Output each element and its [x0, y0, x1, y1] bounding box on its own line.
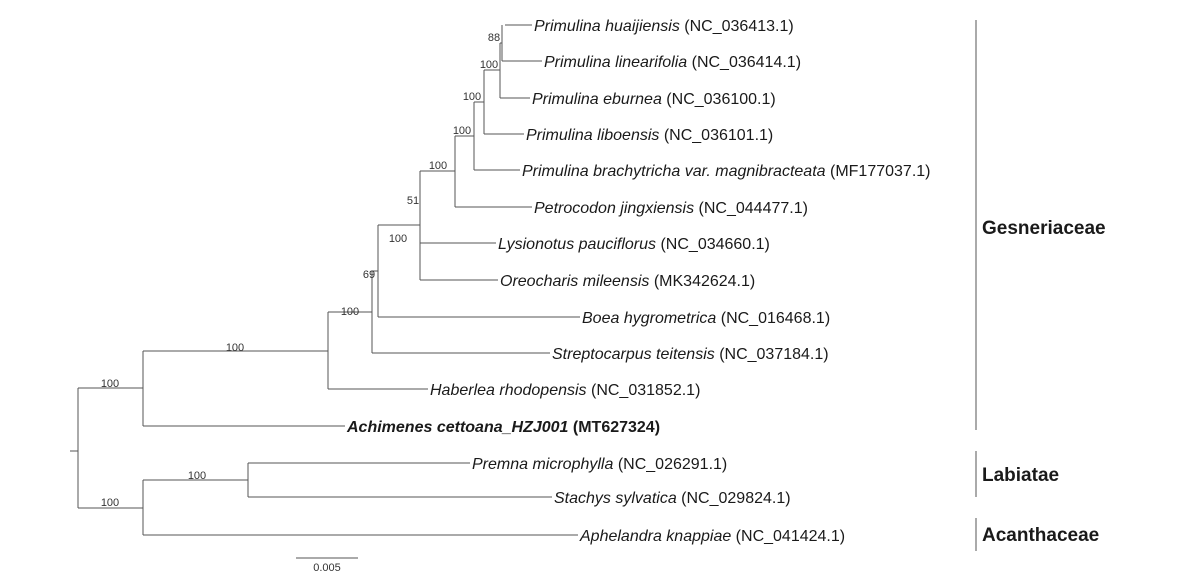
accession-number: (MT627324) — [568, 419, 660, 436]
tip-label: Aphelandra knappiae (NC_041424.1) — [579, 528, 845, 545]
accession-number: (NC_036101.1) — [659, 127, 773, 144]
species-name: Primulina liboensis — [526, 127, 659, 144]
tip-label: Premna microphylla (NC_026291.1) — [472, 456, 727, 473]
tip-label: Petrocodon jingxiensis (NC_044477.1) — [534, 200, 808, 217]
tip-label: Achimenes cettoana_HZJ001 (MT627324) — [346, 419, 660, 436]
tip-label: Primulina linearifolia (NC_036414.1) — [544, 54, 801, 71]
tip-label: Streptocarpus teitensis (NC_037184.1) — [552, 346, 829, 363]
accession-number: (NC_016468.1) — [716, 310, 830, 327]
tip-label: Primulina liboensis (NC_036101.1) — [526, 127, 773, 144]
tip-label: Stachys sylvatica (NC_029824.1) — [554, 490, 791, 507]
accession-number: (NC_036414.1) — [687, 54, 801, 71]
tip-label: Primulina huaijiensis (NC_036413.1) — [534, 18, 794, 35]
species-name: Boea hygrometrica — [582, 310, 716, 327]
species-name: Petrocodon jingxiensis — [534, 200, 694, 217]
support-value: 100 — [429, 160, 447, 172]
species-name: Stachys sylvatica — [554, 490, 677, 507]
support-value: 51 — [407, 195, 419, 207]
species-name: Aphelandra knappiae — [579, 528, 731, 545]
support-values: 88 100 100 100 100 51 100 69 100 100 100 100 100 — [101, 32, 500, 509]
accession-number: (NC_031852.1) — [587, 382, 701, 399]
accession-number: (NC_037184.1) — [715, 346, 829, 363]
support-value: 88 — [488, 32, 500, 44]
support-value: 100 — [463, 91, 481, 103]
support-value: 100 — [453, 125, 471, 137]
accession-number: (MF177037.1) — [826, 163, 931, 180]
support-value: 100 — [101, 378, 119, 390]
support-value: 100 — [101, 497, 119, 509]
scale-bar-label: 0.005 — [313, 562, 341, 574]
clade-name: Acanthaceae — [982, 525, 1099, 546]
accession-number: (MK342624.1) — [649, 273, 755, 290]
scale-bar: 0.005 — [296, 557, 358, 574]
species-name: Primulina brachytricha var. magnibractea… — [522, 163, 826, 180]
species-name: Oreocharis mileensis — [500, 273, 649, 290]
species-name: Streptocarpus teitensis — [552, 346, 715, 363]
clade-name: Gesneriaceae — [982, 218, 1106, 239]
species-name: Primulina linearifolia — [544, 54, 687, 71]
species-name: Lysionotus pauciflorus — [498, 236, 656, 253]
tip-label: Lysionotus pauciflorus (NC_034660.1) — [498, 236, 770, 253]
support-value: 100 — [188, 470, 206, 482]
tree-branches — [70, 24, 580, 536]
tip-label: Boea hygrometrica (NC_016468.1) — [582, 310, 830, 327]
species-name: Primulina huaijiensis — [534, 18, 680, 35]
accession-number: (NC_034660.1) — [656, 236, 770, 253]
tip-label: Primulina brachytricha var. magnibractea… — [522, 163, 930, 180]
species-name: Achimenes cettoana_HZJ001 — [346, 419, 569, 436]
accession-number: (NC_036100.1) — [662, 91, 776, 108]
clade-name: Labiatae — [982, 465, 1059, 486]
accession-number: (NC_044477.1) — [694, 200, 808, 217]
clade-annotations: Gesneriaceae Labiatae Acanthaceae — [975, 20, 1106, 551]
support-value: 100 — [226, 342, 244, 354]
accession-number: (NC_036413.1) — [680, 18, 794, 35]
support-value: 100 — [480, 59, 498, 71]
support-value: 100 — [341, 306, 359, 318]
support-value: 100 — [389, 233, 407, 245]
species-name: Primulina eburnea — [532, 91, 662, 108]
accession-number: (NC_041424.1) — [731, 528, 845, 545]
tip-label: Primulina eburnea (NC_036100.1) — [532, 91, 776, 108]
accession-number: (NC_029824.1) — [677, 490, 791, 507]
support-value: 69 — [363, 269, 375, 281]
tip-label: Haberlea rhodopensis (NC_031852.1) — [430, 382, 700, 399]
species-name: Premna microphylla — [472, 456, 613, 473]
tip-labels: Primulina huaijiensis (NC_036413.1)Primu… — [346, 18, 930, 545]
accession-number: (NC_026291.1) — [613, 456, 727, 473]
species-name: Haberlea rhodopensis — [430, 382, 587, 399]
tip-label: Oreocharis mileensis (MK342624.1) — [500, 273, 755, 290]
